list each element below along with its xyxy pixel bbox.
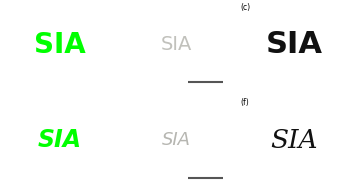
Text: SIA: SIA <box>265 30 322 59</box>
Text: SIA: SIA <box>38 128 82 152</box>
Text: SIA: SIA <box>270 128 318 153</box>
Text: (f): (f) <box>240 98 249 107</box>
Text: SIA: SIA <box>34 31 86 59</box>
Text: (b): (b) <box>123 3 134 12</box>
Text: SIA: SIA <box>161 35 193 54</box>
Text: SIA: SIA <box>162 131 191 149</box>
Text: (c): (c) <box>240 3 250 12</box>
Text: (d): (d) <box>6 98 17 107</box>
Text: (a): (a) <box>6 3 16 12</box>
Text: (e): (e) <box>123 98 133 107</box>
